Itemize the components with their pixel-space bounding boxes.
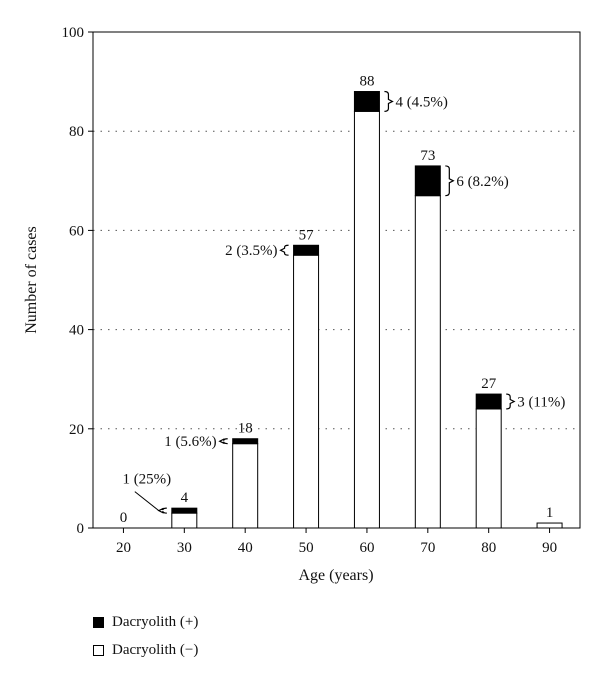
bar-total-label-60: 88 [359,74,374,90]
y-tick-label-20: 20 [69,422,84,438]
annotation-brace-30 [157,507,167,514]
y-tick-label-100: 100 [62,25,85,41]
legend-item-dacryolith-positive: Dacryolith (+) [93,608,198,636]
annotation-brace-60 [384,90,394,112]
bar-chart: 0 20 40 60 80 100 20 30 40 50 60 70 80 90 0 4 18 57 88 73… [23,25,581,584]
bar-negative-60 [353,110,380,529]
annotation-label-40: 1 (5.6%) [164,434,217,450]
x-tick-label-80: 80 [481,540,496,556]
x-axis-ticks: 20 30 40 50 60 70 80 90 [116,528,557,556]
x-tick-label-30: 30 [177,540,192,556]
annotation-label-30: 1 (25%) [122,472,171,488]
bar-negative-50 [293,254,320,529]
bar-total-label-70: 73 [420,148,435,164]
annotation-brace-50 [279,244,289,256]
x-tick-label-40: 40 [238,540,253,556]
bar-total-label-40: 18 [238,421,253,437]
plot-frame [92,31,581,529]
bar-negative-90 [536,522,563,529]
annotation-brace-70 [445,165,455,197]
annotation-label-50: 2 (3.5%) [225,243,278,259]
legend-label-positive: Dacryolith (+) [112,613,199,630]
y-axis-title: Number of cases [23,226,40,334]
annotation-brace-40 [218,438,228,445]
bar-negative-70 [414,195,441,529]
y-tick-label-80: 80 [69,124,84,140]
bar-positive-60 [353,91,380,112]
bar-negative-30 [171,512,198,529]
bar-positive-30 [171,507,198,514]
bar-positive-80 [475,393,502,410]
annotation-label-80: 3 (11%) [517,395,565,411]
legend-item-dacryolith-negative: Dacryolith (−) [93,636,198,664]
legend-swatch-positive [93,616,104,628]
legend-swatch-negative [93,644,104,656]
annotation-label-70: 6 (8.2%) [456,174,509,190]
bar-positive-70 [414,165,441,197]
bar-total-label-80: 27 [481,376,497,392]
bar-total-label-30: 4 [181,490,189,506]
bar-positive-50 [293,244,320,256]
x-tick-label-70: 70 [420,540,435,556]
bars: 0 4 18 57 88 73 27 1 [120,74,563,529]
x-tick-label-20: 20 [116,540,131,556]
legend-label-negative: Dacryolith (−) [112,641,199,658]
bar-total-label-50: 57 [299,227,315,243]
annotations: 1 (25%) 1 (5.6%) 2 (3.5%) 4 (4.5%) 6 (8.2%) 3… [122,90,565,514]
annotation-brace-80 [506,393,516,410]
legend: Dacryolith (+) Dacryolith (−) [93,608,198,664]
bar-negative-40 [232,443,259,529]
y-tick-label-60: 60 [69,223,84,239]
x-axis-title: Age (years) [298,567,373,584]
annotation-label-60: 4 (4.5%) [395,94,448,110]
x-tick-label-60: 60 [359,540,374,556]
x-tick-label-90: 90 [542,540,557,556]
x-tick-label-50: 50 [299,540,314,556]
bar-total-label-90: 1 [546,505,554,521]
annotation-leader-30 [134,491,160,512]
bar-negative-80 [475,408,502,529]
bar-total-label-20: 0 [120,510,128,526]
y-tick-label-40: 40 [69,323,84,339]
y-axis-ticks: 0 20 40 60 80 100 [62,25,93,537]
bar-positive-40 [232,438,259,445]
y-tick-label-0: 0 [77,521,85,537]
